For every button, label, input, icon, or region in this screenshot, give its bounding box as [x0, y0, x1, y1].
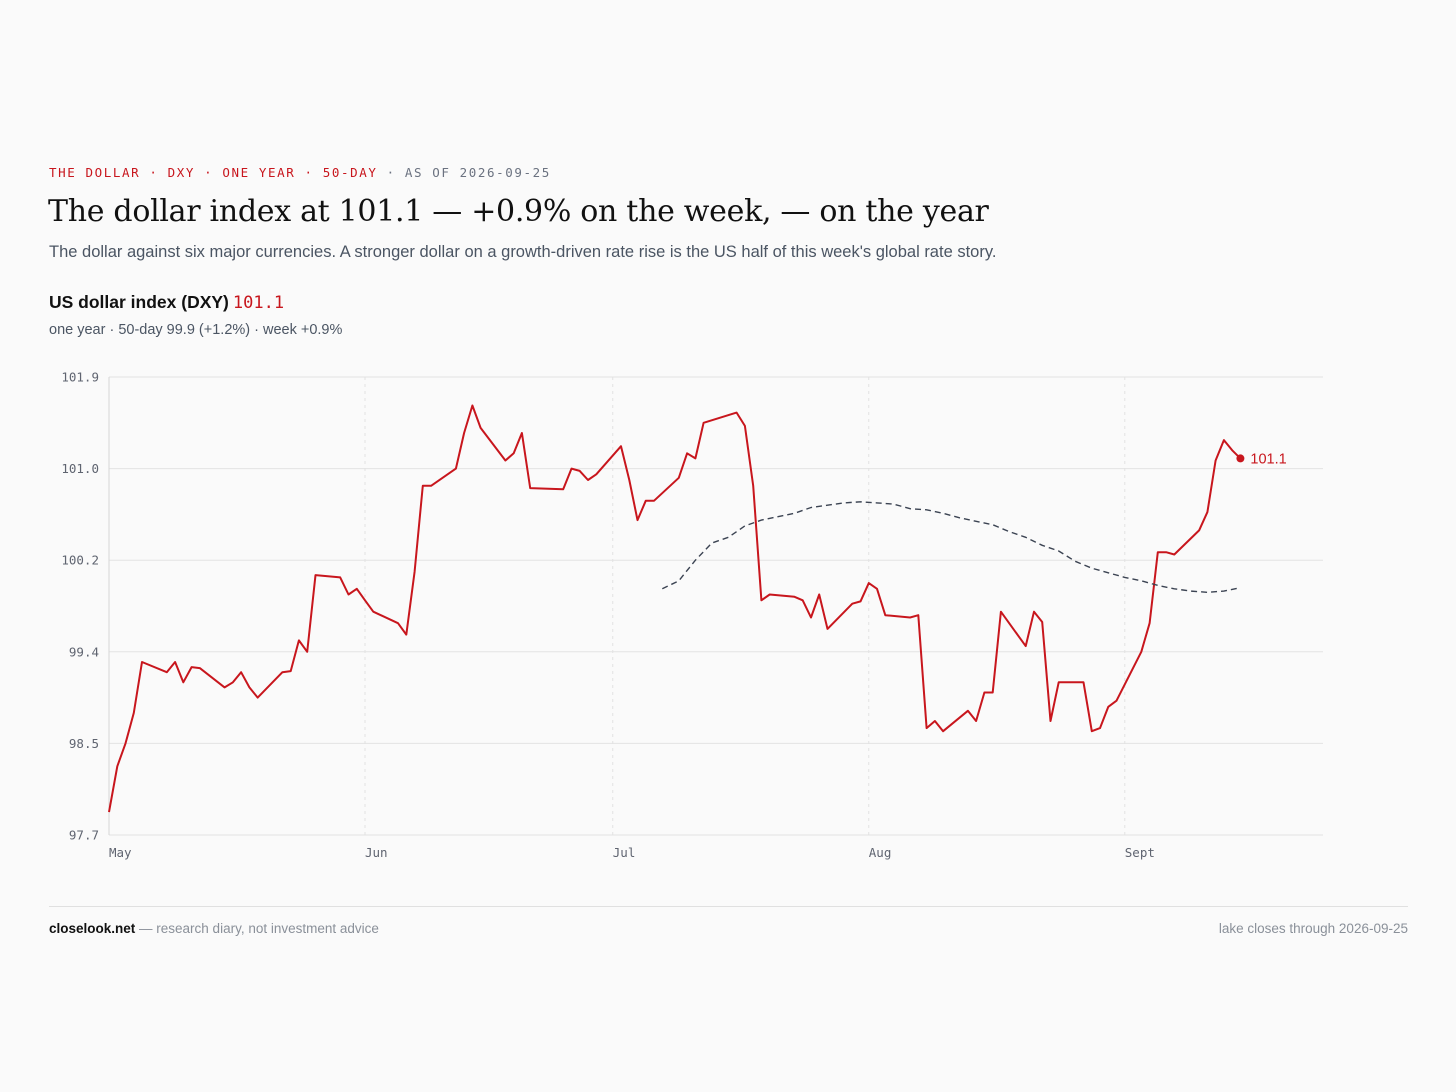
x-tick-label: Sept: [1125, 845, 1155, 860]
y-tick-label: 98.5: [69, 736, 99, 751]
series-line-dxy: [108, 404, 1242, 813]
series-detail: one year · 50-day 99.9 (+1.2%) · week +0…: [49, 322, 343, 338]
footer-credit: closelook.net — research diary, not inve…: [49, 921, 379, 936]
series-header: US dollar index (DXY) 101.1: [49, 292, 284, 313]
footer-disclaimer: — research diary, not investment advice: [135, 921, 379, 936]
y-tick-label: 101.9: [61, 370, 99, 385]
footer-data-note: lake closes through 2026-09-25: [1218, 921, 1408, 936]
x-tick-label: May: [109, 845, 132, 860]
y-tick-label: 97.7: [69, 828, 99, 843]
series-name: US dollar index (DXY): [49, 292, 229, 312]
series-end-label: 101.1: [1250, 451, 1286, 467]
x-tick-label: Aug: [869, 845, 892, 860]
y-tick-label: 100.2: [61, 553, 99, 568]
chart-kicker: THE DOLLAR · DXY · ONE YEAR · 50-DAY · A…: [49, 165, 551, 180]
x-tick-label: Jul: [613, 845, 636, 860]
series-end-dot: [1236, 454, 1245, 463]
kicker-topic: THE DOLLAR · DXY · ONE YEAR · 50-DAY: [49, 165, 378, 180]
footer-brand[interactable]: closelook.net: [49, 921, 136, 936]
page-subtitle: The dollar against six major currencies.…: [49, 243, 997, 261]
page-title: The dollar index at 101.1 — +0.9% on the…: [48, 194, 989, 229]
kicker-separator: ·: [377, 165, 405, 180]
series-line-50-day: [661, 501, 1241, 594]
x-tick-label: Jun: [365, 845, 388, 860]
y-tick-label: 101.0: [61, 461, 99, 476]
series-current-value: 101.1: [232, 293, 285, 313]
footer-divider: [49, 906, 1408, 907]
kicker-date: AS OF 2026-09-25: [404, 165, 551, 180]
y-tick-label: 99.4: [69, 644, 99, 659]
